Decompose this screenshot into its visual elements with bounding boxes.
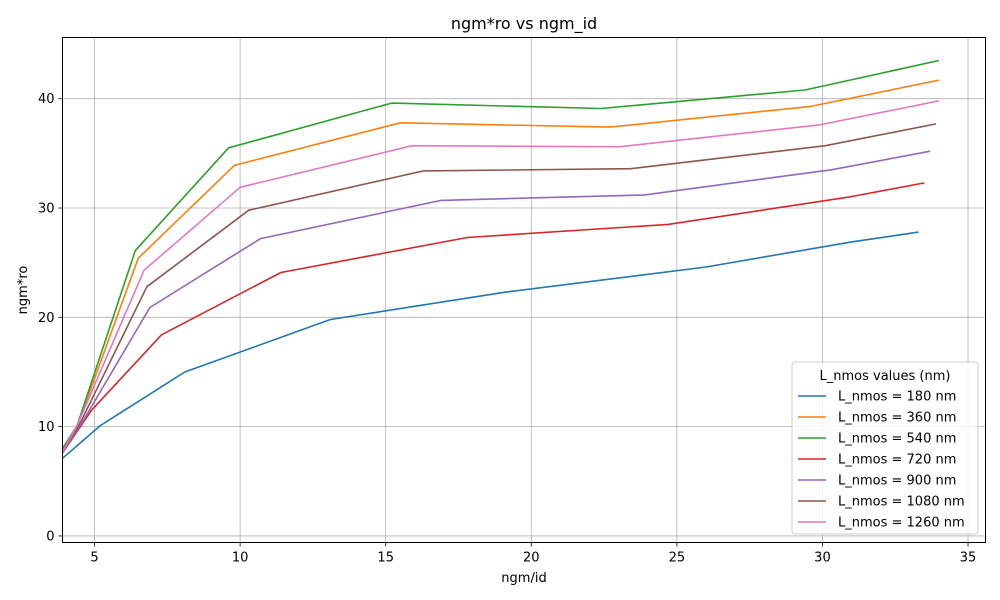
legend-label: L_nmos = 720 nm xyxy=(838,453,956,468)
legend-label: L_nmos = 1080 nm xyxy=(838,495,965,510)
x-tick-label: 20 xyxy=(523,551,540,566)
x-tick-label: 10 xyxy=(232,551,249,566)
x-tick-label: 30 xyxy=(814,551,831,566)
y-axis-label: ngm*ro xyxy=(16,266,31,315)
legend-label: L_nmos = 180 nm xyxy=(838,390,956,405)
legend-box xyxy=(791,361,979,535)
x-tick-label: 35 xyxy=(960,551,977,566)
series-line-3 xyxy=(61,59,940,449)
grid xyxy=(62,37,986,543)
series-line-6 xyxy=(61,123,937,453)
series-line-7 xyxy=(61,100,940,453)
y-tick-label: 30 xyxy=(38,202,55,217)
legend-label: L_nmos = 540 nm xyxy=(838,432,956,447)
x-tick-label: 25 xyxy=(669,551,686,566)
legend-title: L_nmos values (nm) xyxy=(820,369,951,384)
series-line-1 xyxy=(61,231,919,459)
y-tick-label: 40 xyxy=(38,92,55,107)
legend-label: L_nmos = 900 nm xyxy=(838,474,956,489)
series-line-2 xyxy=(61,79,940,452)
series-lines xyxy=(61,59,940,459)
legend-entries: L_nmos = 180 nm L_nmos = 360 nm L_nmos = 5… xyxy=(798,390,965,531)
y-tick-label: 20 xyxy=(38,311,55,326)
legend: L_nmos values (nm) L_nmos = 180 nmL_nmos… xyxy=(791,361,979,535)
y-tick-label: 10 xyxy=(38,420,55,435)
series-line-5 xyxy=(61,150,931,454)
chart-title: ngm*ro vs ngm_id xyxy=(451,14,597,34)
x-tick-label: 5 xyxy=(90,551,98,566)
legend-label: L_nmos = 1260 nm xyxy=(838,516,965,531)
x-tick-label: 15 xyxy=(377,551,394,566)
x-axis-label: ngm/id xyxy=(501,571,546,586)
plot-frame xyxy=(62,37,986,543)
series-line-4 xyxy=(61,182,925,454)
legend-label: L_nmos = 360 nm xyxy=(838,411,956,426)
y-tick-label: 0 xyxy=(46,529,54,544)
axis-ticks: 5 10 15 20 25 30 35 0 10 20 30 40 xyxy=(38,92,976,565)
